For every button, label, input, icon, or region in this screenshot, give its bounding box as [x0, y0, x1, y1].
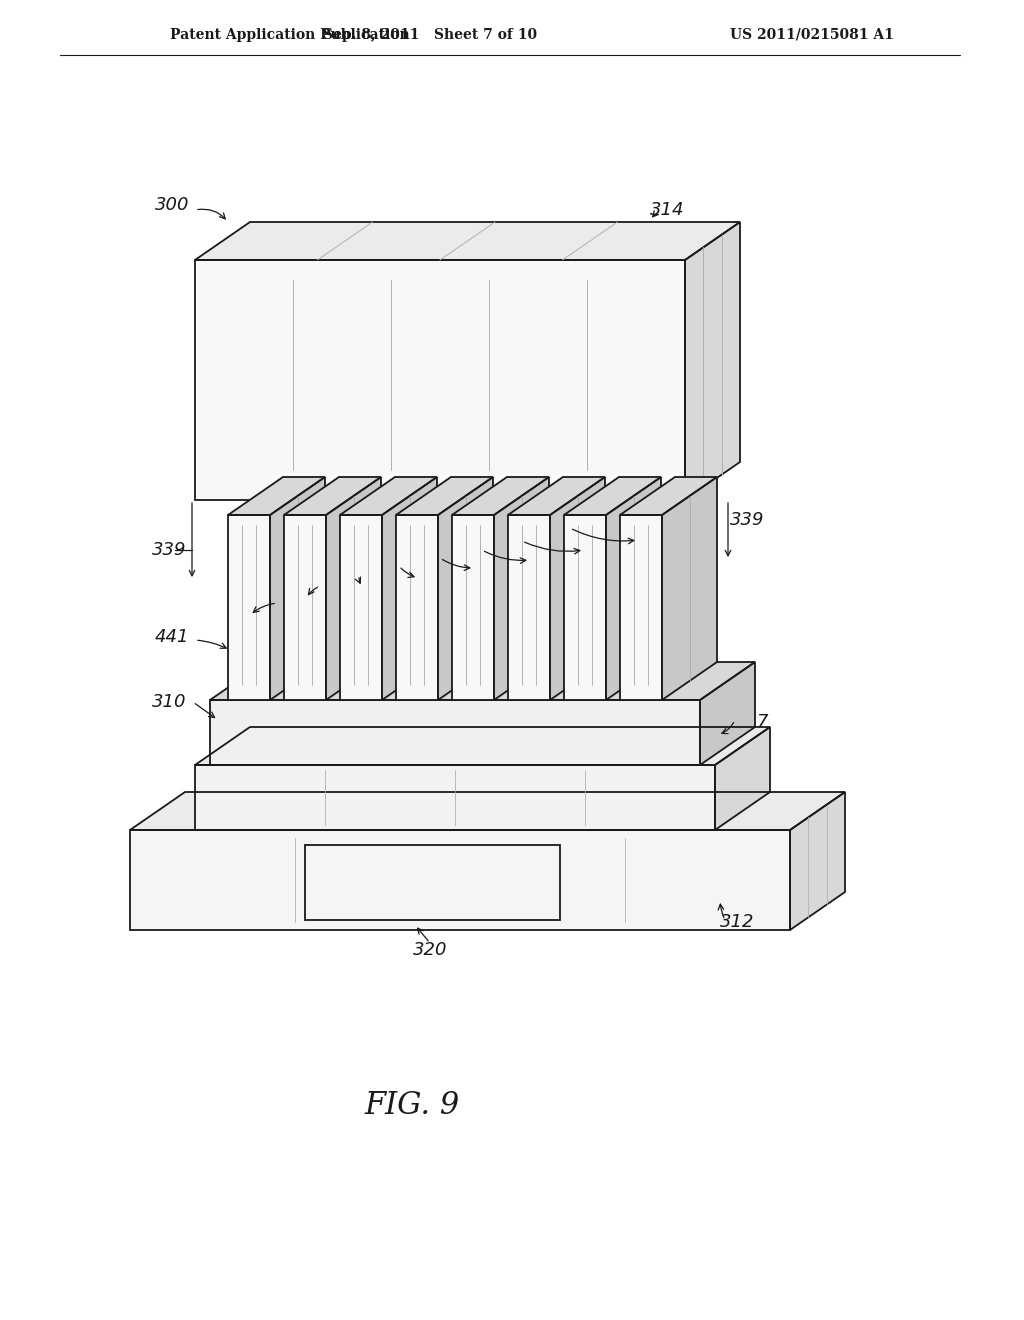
Polygon shape — [210, 700, 700, 766]
Polygon shape — [452, 515, 494, 700]
Text: 337: 337 — [735, 713, 769, 731]
Polygon shape — [606, 477, 662, 700]
Polygon shape — [382, 477, 437, 700]
Text: 312: 312 — [720, 913, 755, 931]
Text: FIG. 9: FIG. 9 — [365, 1089, 460, 1121]
Polygon shape — [452, 477, 549, 515]
Text: 330c: 330c — [337, 565, 375, 579]
Text: 330h: 330h — [548, 517, 587, 532]
Polygon shape — [130, 830, 790, 931]
Polygon shape — [284, 477, 381, 515]
Text: 330g: 330g — [500, 531, 539, 545]
Text: 320: 320 — [413, 941, 447, 960]
Polygon shape — [620, 515, 662, 700]
Polygon shape — [700, 663, 755, 766]
Polygon shape — [195, 260, 685, 500]
Polygon shape — [195, 727, 770, 766]
Polygon shape — [685, 222, 740, 500]
Text: 300: 300 — [155, 195, 189, 214]
Text: 330e: 330e — [418, 548, 457, 562]
Polygon shape — [195, 766, 715, 830]
Text: Sep. 8, 2011   Sheet 7 of 10: Sep. 8, 2011 Sheet 7 of 10 — [323, 28, 537, 42]
Polygon shape — [195, 222, 740, 260]
Text: 314: 314 — [650, 201, 684, 219]
Polygon shape — [326, 477, 381, 700]
Text: US 2011/0215081 A1: US 2011/0215081 A1 — [730, 28, 894, 42]
Polygon shape — [396, 477, 493, 515]
Text: 330f: 330f — [460, 540, 495, 554]
Polygon shape — [508, 477, 605, 515]
Polygon shape — [228, 515, 270, 700]
Polygon shape — [508, 515, 550, 700]
Polygon shape — [715, 727, 770, 830]
Polygon shape — [620, 477, 717, 515]
Polygon shape — [284, 515, 326, 700]
Polygon shape — [130, 792, 845, 830]
Polygon shape — [210, 663, 755, 700]
Polygon shape — [438, 477, 493, 700]
Polygon shape — [340, 515, 382, 700]
Text: 339: 339 — [152, 541, 186, 558]
Polygon shape — [494, 477, 549, 700]
Polygon shape — [340, 477, 437, 515]
Polygon shape — [564, 477, 662, 515]
Polygon shape — [270, 477, 325, 700]
Text: 441: 441 — [155, 628, 189, 645]
Text: 330b: 330b — [298, 576, 337, 590]
Polygon shape — [790, 792, 845, 931]
Polygon shape — [662, 477, 717, 700]
Text: 330a: 330a — [255, 593, 294, 607]
Polygon shape — [396, 515, 438, 700]
Polygon shape — [550, 477, 605, 700]
Text: Patent Application Publication: Patent Application Publication — [170, 28, 410, 42]
Text: 330d: 330d — [377, 556, 416, 570]
Text: 310: 310 — [152, 693, 186, 711]
Text: 339: 339 — [730, 511, 765, 529]
Polygon shape — [228, 477, 325, 515]
Polygon shape — [564, 515, 606, 700]
